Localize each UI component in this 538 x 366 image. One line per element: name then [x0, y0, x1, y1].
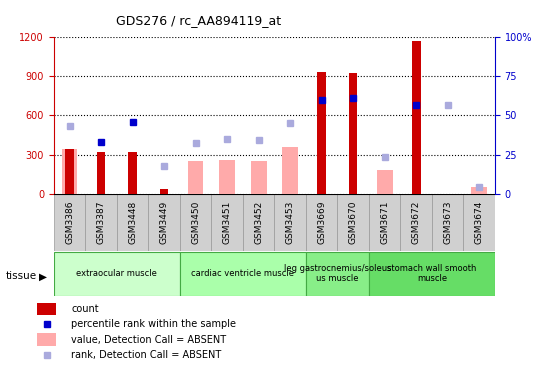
Text: tissue: tissue: [5, 271, 37, 281]
Bar: [220, 160, 235, 194]
Bar: [160, 189, 168, 194]
Bar: [54, 194, 86, 251]
Text: GSM3448: GSM3448: [128, 201, 137, 244]
Text: GSM3386: GSM3386: [65, 201, 74, 244]
Text: GSM3670: GSM3670: [349, 201, 358, 244]
Bar: [274, 194, 306, 251]
Bar: [251, 161, 266, 194]
Bar: [117, 194, 148, 251]
Bar: [369, 194, 400, 251]
Bar: [306, 194, 337, 251]
Text: GSM3669: GSM3669: [317, 201, 326, 244]
Bar: [400, 194, 432, 251]
Bar: [180, 194, 211, 251]
Bar: [463, 194, 495, 251]
Text: rank, Detection Call = ABSENT: rank, Detection Call = ABSENT: [72, 350, 222, 360]
Text: count: count: [72, 304, 99, 314]
Bar: [148, 194, 180, 251]
Text: ▶: ▶: [39, 271, 47, 281]
Bar: [37, 333, 55, 346]
Bar: [62, 149, 77, 194]
Text: GSM3387: GSM3387: [96, 201, 105, 244]
Bar: [211, 194, 243, 251]
Text: extraocular muscle: extraocular muscle: [76, 269, 157, 278]
Text: GSM3673: GSM3673: [443, 201, 452, 244]
Text: GSM3450: GSM3450: [191, 201, 200, 244]
Text: GSM3449: GSM3449: [160, 201, 168, 244]
Text: leg gastrocnemius/soleus
us muscle: leg gastrocnemius/soleus us muscle: [284, 264, 391, 283]
Text: GSM3674: GSM3674: [475, 201, 484, 244]
Bar: [282, 147, 298, 194]
Bar: [97, 152, 105, 194]
Text: cardiac ventricle muscle: cardiac ventricle muscle: [192, 269, 294, 278]
Bar: [471, 187, 487, 194]
Bar: [128, 152, 137, 194]
Text: GSM3452: GSM3452: [254, 201, 263, 244]
Bar: [317, 72, 326, 194]
Bar: [37, 303, 55, 315]
Bar: [180, 252, 306, 296]
Text: value, Detection Call = ABSENT: value, Detection Call = ABSENT: [72, 335, 226, 344]
Bar: [65, 149, 74, 194]
Bar: [349, 73, 357, 194]
Text: GSM3451: GSM3451: [223, 201, 232, 244]
Bar: [54, 252, 180, 296]
Text: GSM3671: GSM3671: [380, 201, 389, 244]
Bar: [432, 194, 463, 251]
Bar: [369, 252, 495, 296]
Bar: [188, 161, 203, 194]
Text: GDS276 / rc_AA894119_at: GDS276 / rc_AA894119_at: [117, 14, 281, 27]
Text: stomach wall smooth
muscle: stomach wall smooth muscle: [387, 264, 477, 283]
Bar: [243, 194, 274, 251]
Text: GSM3453: GSM3453: [286, 201, 295, 244]
Text: GSM3672: GSM3672: [412, 201, 421, 244]
Bar: [412, 41, 421, 194]
Bar: [377, 170, 393, 194]
Bar: [306, 252, 369, 296]
Bar: [86, 194, 117, 251]
Text: percentile rank within the sample: percentile rank within the sample: [72, 319, 236, 329]
Bar: [337, 194, 369, 251]
